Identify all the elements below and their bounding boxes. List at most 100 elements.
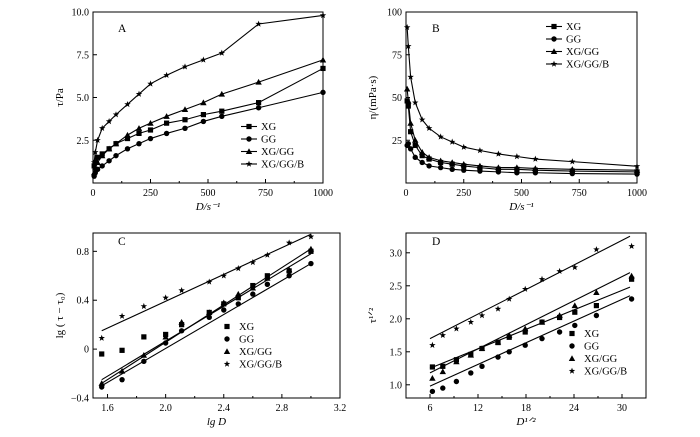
panel-b-legend-marker bbox=[550, 48, 558, 55]
panel-a-series-0-point bbox=[320, 65, 326, 72]
panel-c-series-1-point bbox=[206, 314, 212, 321]
panel-b-series-0-point bbox=[408, 129, 414, 135]
panel-d-ytick-label: 1.0 bbox=[390, 380, 403, 391]
panel-c-series-2-point bbox=[178, 319, 185, 325]
panel-c-series-1-point bbox=[264, 281, 271, 288]
panel-b-series-2-point bbox=[495, 164, 502, 171]
panel-a-series-2-point bbox=[124, 131, 131, 138]
panel-a-series-3-point bbox=[319, 12, 327, 19]
panel-d: D6 12 18 24 301.01.52.02.53.0D¹ᐟ²τ¹ᐟ²XGGGXG/… bbox=[367, 232, 647, 428]
panel-d-series-2-point bbox=[522, 325, 529, 332]
panel-c-series-0-point bbox=[141, 334, 147, 340]
panel-a-series-2-point bbox=[135, 125, 143, 131]
panel-a-series-0-point bbox=[95, 154, 101, 160]
panel-b-series-1-point bbox=[495, 169, 502, 175]
panel-d-series-2-point bbox=[506, 332, 513, 338]
panel-b-xlabel: D/s⁻¹ bbox=[508, 201, 533, 213]
panel-a-series-3-point bbox=[135, 90, 143, 97]
panel-a-ylabel: τ/Pa bbox=[54, 88, 66, 107]
panel-b-series-3-point bbox=[407, 73, 414, 80]
panel-b-series-1-point bbox=[419, 159, 425, 166]
panel-c-ylabel: lg ( τ − τ₀) bbox=[54, 292, 66, 338]
panel-c-series-2-point bbox=[98, 380, 105, 386]
panel-a-xtick-label: 500 bbox=[201, 188, 216, 199]
panel-b-series-1-point bbox=[426, 163, 432, 169]
panel-c-series-2-point bbox=[162, 333, 169, 340]
panel-b-series-3-point bbox=[437, 133, 444, 140]
panel-a-legend-label: GG bbox=[261, 135, 277, 146]
panel-d-legend-marker bbox=[569, 330, 575, 337]
panel-a-series-3-point bbox=[124, 100, 131, 108]
panel-c-frame bbox=[92, 232, 341, 399]
panel-b-series-1-point bbox=[634, 171, 640, 177]
panel-a-xtick-label: 750 bbox=[258, 188, 273, 199]
panel-a-series-0-point bbox=[256, 100, 262, 106]
panel-b-legend-marker bbox=[551, 36, 557, 42]
panel-b-series-2-point bbox=[405, 97, 412, 104]
panel-c-series-1-point bbox=[235, 301, 241, 307]
panel-c-ytick-label: 0 bbox=[84, 345, 89, 356]
panel-a-series-1-point bbox=[255, 105, 262, 111]
panel-b-legend-label: GG bbox=[566, 35, 582, 46]
panel-b-series-3-point bbox=[495, 150, 502, 157]
panel-a-series-2-point bbox=[147, 119, 154, 126]
panel-a-series-0-point bbox=[147, 127, 154, 133]
panel-a-series-3-point bbox=[92, 148, 99, 155]
panel-a-series-3-point bbox=[181, 63, 189, 70]
panel-c-series-3-point bbox=[249, 258, 257, 266]
panel-d-series-0-point bbox=[629, 276, 635, 282]
panel-a-series-2-point bbox=[200, 99, 207, 106]
panel-a-xtick-label: 0 bbox=[91, 188, 96, 199]
panel-b-series-2-point bbox=[437, 157, 444, 164]
panel-a-xtick-label: 250 bbox=[143, 188, 158, 199]
panel-d-xlabel: D¹ᐟ² bbox=[515, 416, 536, 428]
panel-b-series-1-point bbox=[461, 167, 467, 173]
panel-a-legend-marker bbox=[245, 160, 253, 167]
panel-c: C 1.6 2.0 2.4 2.8 3.2 −0.4 0 0.4 0.8 lg D lg ( τ − … bbox=[54, 232, 346, 428]
panel-a-series-0-point bbox=[200, 112, 206, 118]
panel-a-series-3-point bbox=[90, 159, 98, 166]
panel-a-series-1-point bbox=[106, 158, 112, 164]
panel-b-series-2-point bbox=[403, 85, 411, 92]
panel-a-series-3-point bbox=[200, 56, 207, 63]
panel-a-legend-marker bbox=[246, 123, 252, 130]
panel-c-series-3-fit-line bbox=[101, 233, 312, 332]
panel-d-legend-marker bbox=[569, 343, 575, 349]
panel-d-legend-marker bbox=[568, 367, 576, 374]
panel-b-series-1-point bbox=[437, 164, 444, 171]
panel-c-series-2-point bbox=[118, 367, 126, 374]
panel-b-series-1-point bbox=[412, 154, 418, 161]
panel-c-series-2 bbox=[98, 245, 315, 386]
panel-b-legend-marker bbox=[550, 60, 558, 67]
panel-a-series-2-point bbox=[319, 56, 327, 63]
panel-b-series-3-point bbox=[448, 138, 456, 145]
panel-b-series-1-point bbox=[569, 170, 576, 177]
panel-c-series-3-point bbox=[220, 272, 227, 279]
panel-a-ytick-label: 10.0 bbox=[72, 8, 90, 19]
panel-d-series-1-point bbox=[453, 378, 460, 385]
panel-c-legend-marker bbox=[224, 336, 230, 342]
panel-c-series-3-point bbox=[178, 287, 185, 294]
panel-b-series-3 bbox=[403, 23, 641, 169]
panel-a-xtick-label: 1000 bbox=[313, 188, 333, 199]
panel-a-series-2 bbox=[90, 56, 327, 176]
panel-d-series-1-point bbox=[539, 335, 545, 342]
panel-d-series-1-point bbox=[556, 329, 563, 335]
panel-b-series-1-point bbox=[449, 166, 455, 173]
panel-d-series-3-point bbox=[439, 331, 447, 339]
panel-d-legend-marker bbox=[568, 355, 576, 362]
panel-a-legend-label: XG bbox=[261, 122, 277, 133]
panel-c-legend-marker bbox=[223, 348, 231, 355]
panel-b-xtick-label: 750 bbox=[572, 188, 587, 199]
panel-d-series-3-point bbox=[467, 318, 475, 325]
panel-c-xtick-label: 2.4 bbox=[218, 403, 231, 414]
panel-a-series-1-point bbox=[99, 163, 105, 169]
panel-b-series-3-point bbox=[418, 116, 426, 123]
panel-c-series-2-point bbox=[285, 266, 293, 273]
panel-d-series-3-point bbox=[478, 312, 486, 319]
panel-a-legend-label: XG/GG bbox=[261, 147, 295, 158]
panel-b-series-2-point bbox=[476, 162, 484, 169]
panel-d-series-1-point bbox=[522, 342, 528, 348]
panel-d-series-2 bbox=[429, 272, 635, 381]
panel-c-xtick-label: 2.0 bbox=[159, 403, 172, 414]
